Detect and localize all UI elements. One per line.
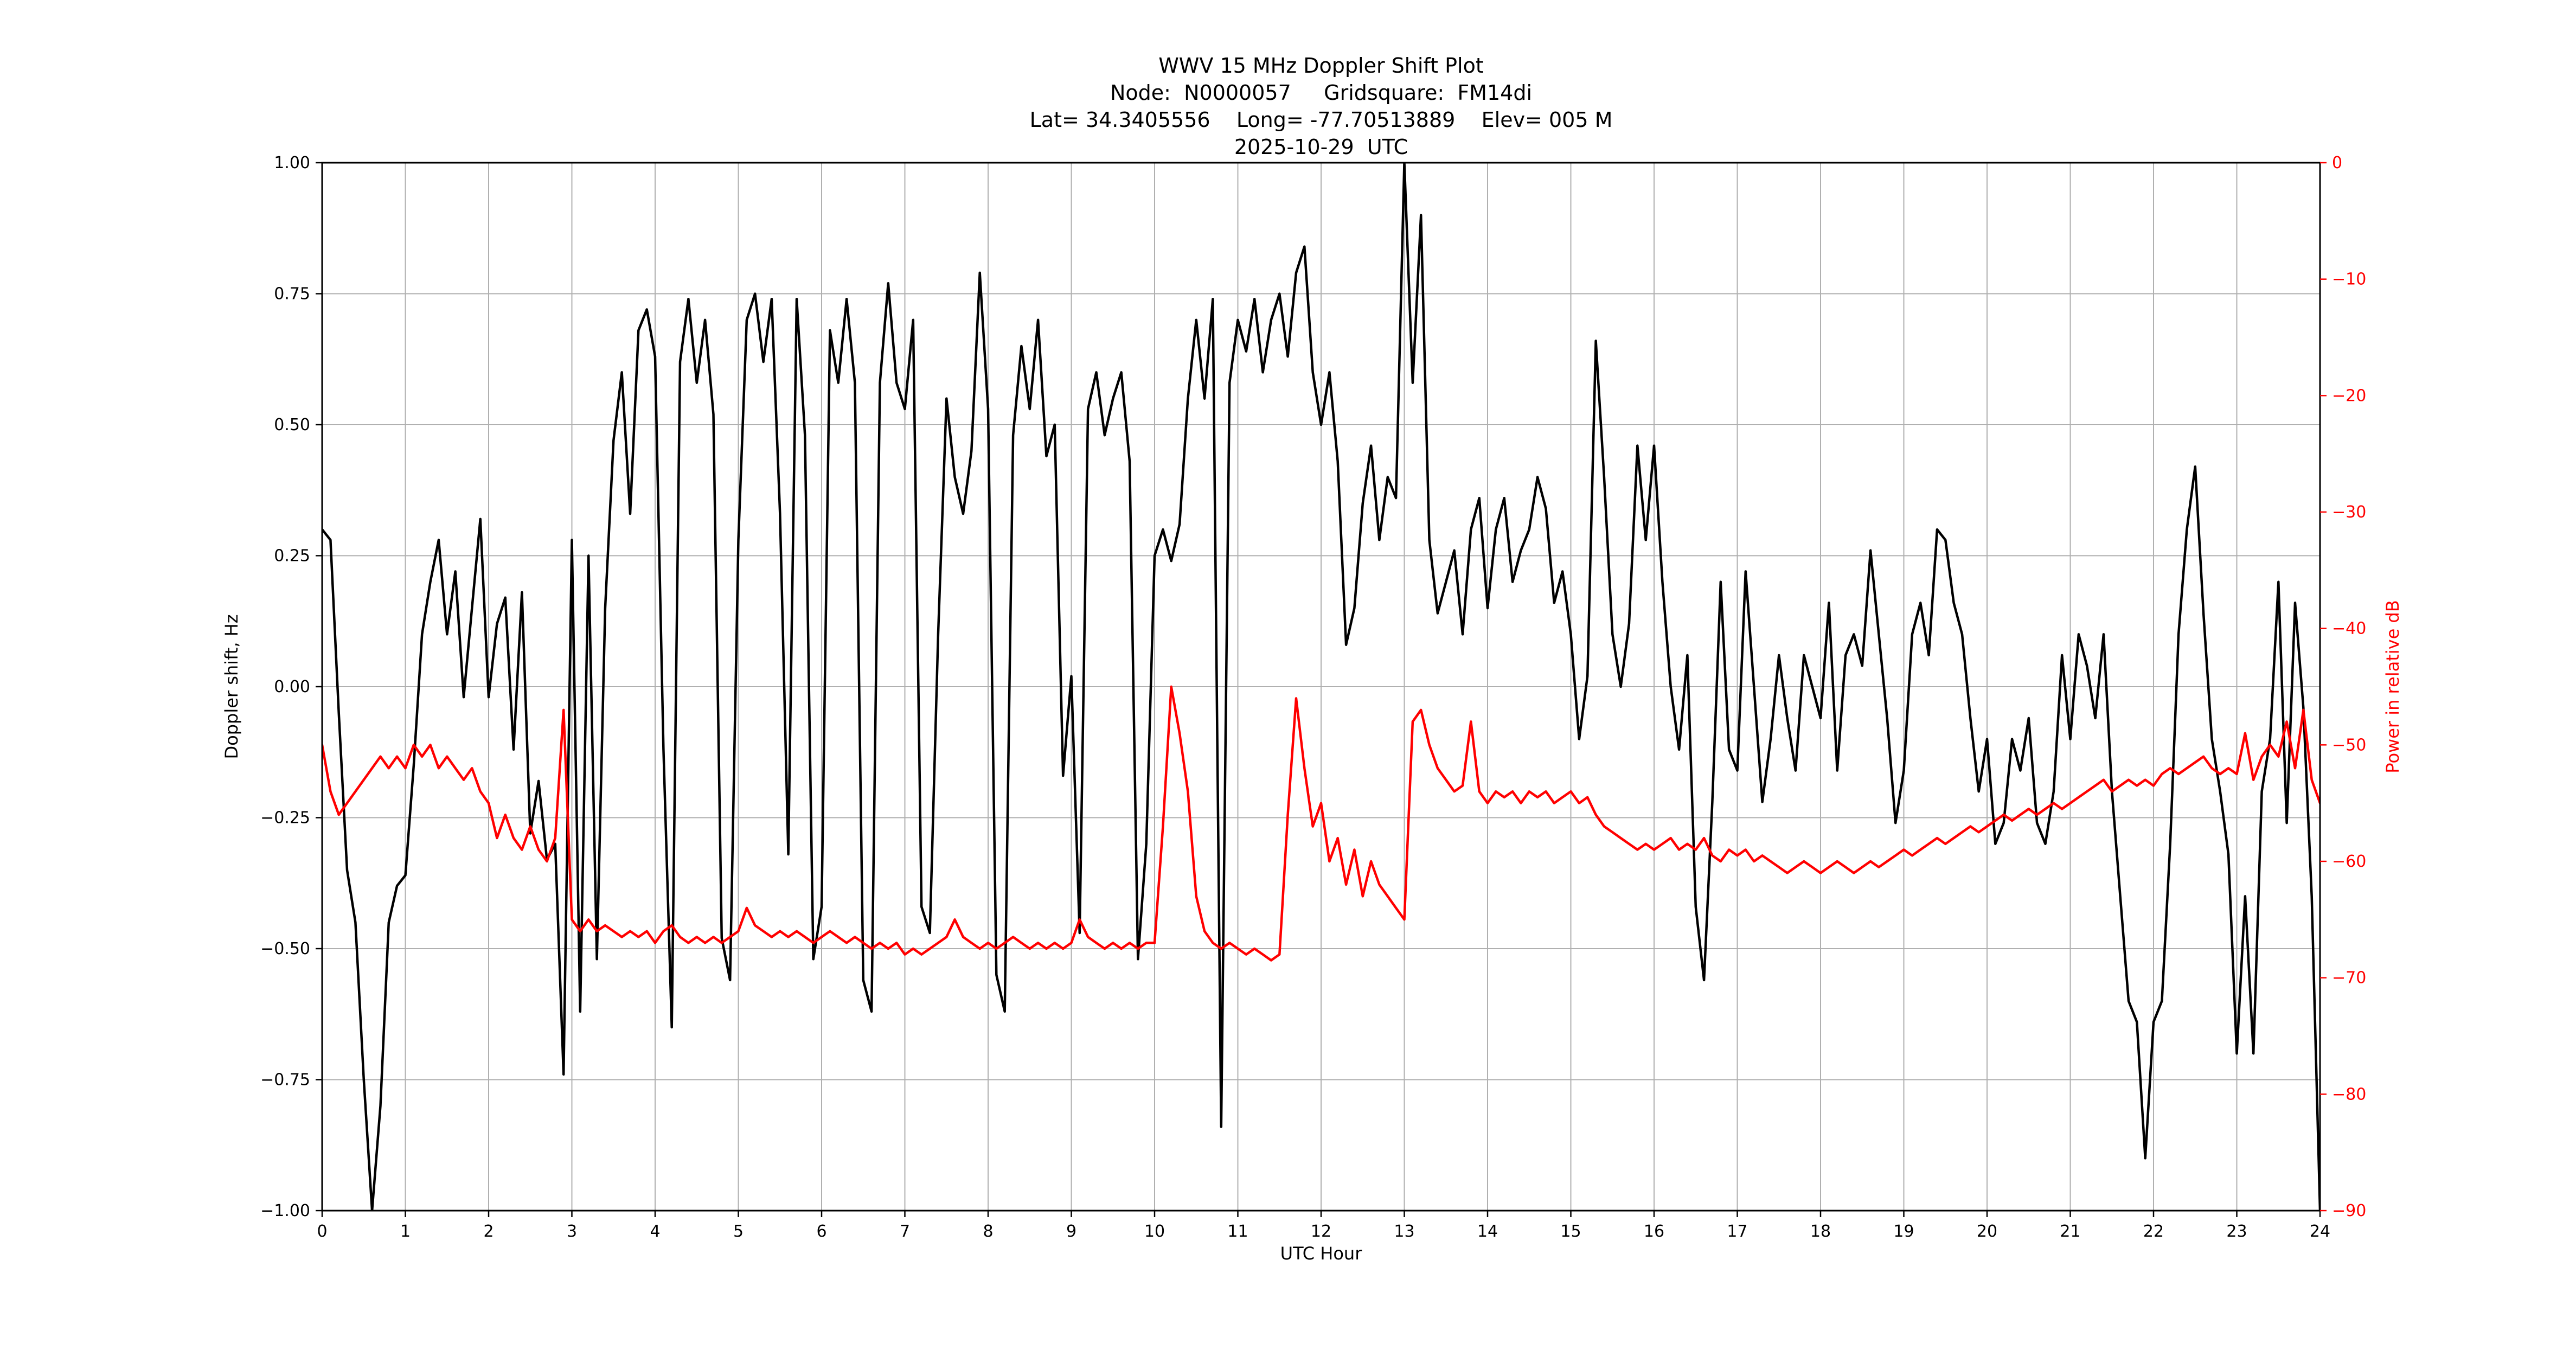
- x-tick-label: 20: [1977, 1222, 1997, 1241]
- x-tick-label: 21: [2060, 1222, 2080, 1241]
- axes-layer: [316, 162, 2327, 1217]
- x-tick-label: 9: [1066, 1222, 1076, 1241]
- x-tick-label: 2: [483, 1222, 494, 1241]
- tick-label-layer: 0 1 2 3 4 5 6 7 8 9 10 11 12 13 14 15 16 17 18 19 20 21 22 23 24…: [260, 153, 2366, 1241]
- y-left-tick-label: 0.00: [274, 677, 310, 696]
- y-left-tick-label: 0.25: [274, 547, 310, 566]
- y-right-tick-label: −70: [2332, 969, 2366, 988]
- power-trace: [322, 685, 2320, 962]
- x-axis-label: UTC Hour: [1280, 1243, 1362, 1264]
- x-tick-label: 1: [400, 1222, 411, 1241]
- x-tick-label: 10: [1144, 1222, 1165, 1241]
- x-tick-label: 12: [1311, 1222, 1331, 1241]
- x-tick-label: 0: [317, 1222, 327, 1241]
- x-tick-label: 16: [1644, 1222, 1664, 1241]
- x-tick-label: 14: [1477, 1222, 1498, 1241]
- x-tick-label: 24: [2310, 1222, 2330, 1241]
- chart-title: WWV 15 MHz Doppler Shift Plot: [1158, 54, 1484, 78]
- y-right-tick-label: 0: [2332, 153, 2342, 172]
- y-left-tick-label: 0.75: [274, 285, 310, 304]
- y-right-tick-label: −10: [2332, 270, 2366, 289]
- x-tick-label: 8: [983, 1222, 993, 1241]
- series-layer: [322, 163, 2320, 1211]
- x-tick-label: 11: [1227, 1222, 1248, 1241]
- grid-layer: [322, 162, 2321, 1211]
- chart-header: WWV 15 MHz Doppler Shift Plot Node: N000…: [322, 52, 2320, 161]
- chart-subtitle-node: Node: N0000057 Gridsquare: FM14di: [1110, 81, 1533, 105]
- x-tick-label: 7: [900, 1222, 910, 1241]
- x-tick-label: 15: [1560, 1222, 1581, 1241]
- y-right-tick-label: −90: [2332, 1201, 2366, 1220]
- y-left-tick-label: −0.75: [260, 1071, 310, 1090]
- y-right-tick-label: −20: [2332, 386, 2366, 405]
- doppler-trace: [322, 163, 2320, 1211]
- x-tick-label: 6: [816, 1222, 826, 1241]
- x-tick-label: 3: [567, 1222, 577, 1241]
- x-tick-label: 19: [1893, 1222, 1914, 1241]
- y-left-tick-label: −0.50: [260, 939, 310, 958]
- y-right-tick-label: −80: [2332, 1085, 2366, 1104]
- x-tick-label: 22: [2143, 1222, 2164, 1241]
- x-tick-label: 23: [2226, 1222, 2247, 1241]
- x-tick-label: 4: [650, 1222, 660, 1241]
- x-tick-label: 18: [1810, 1222, 1831, 1241]
- x-tick-label: 5: [733, 1222, 744, 1241]
- chart-subtitle-location: Lat= 34.3405556 Long= -77.70513889 Elev=…: [1029, 108, 1613, 132]
- x-tick-label: 13: [1394, 1222, 1414, 1241]
- y-axis-label-left: Doppler shift, Hz: [221, 614, 242, 759]
- chart-subtitle-date: 2025-10-29 UTC: [1234, 135, 1408, 159]
- y-left-tick-label: 1.00: [274, 153, 310, 172]
- y-right-tick-label: −30: [2332, 503, 2366, 522]
- y-left-tick-label: −1.00: [260, 1201, 310, 1220]
- x-tick-label: 17: [1727, 1222, 1747, 1241]
- y-left-tick-label: 0.50: [274, 415, 310, 434]
- y-left-tick-label: −0.25: [260, 809, 310, 828]
- y-right-tick-label: −50: [2332, 735, 2366, 754]
- y-axis-label-right: Power in relative dB: [2382, 600, 2403, 773]
- y-right-tick-label: −40: [2332, 619, 2366, 638]
- y-right-tick-label: −60: [2332, 852, 2366, 871]
